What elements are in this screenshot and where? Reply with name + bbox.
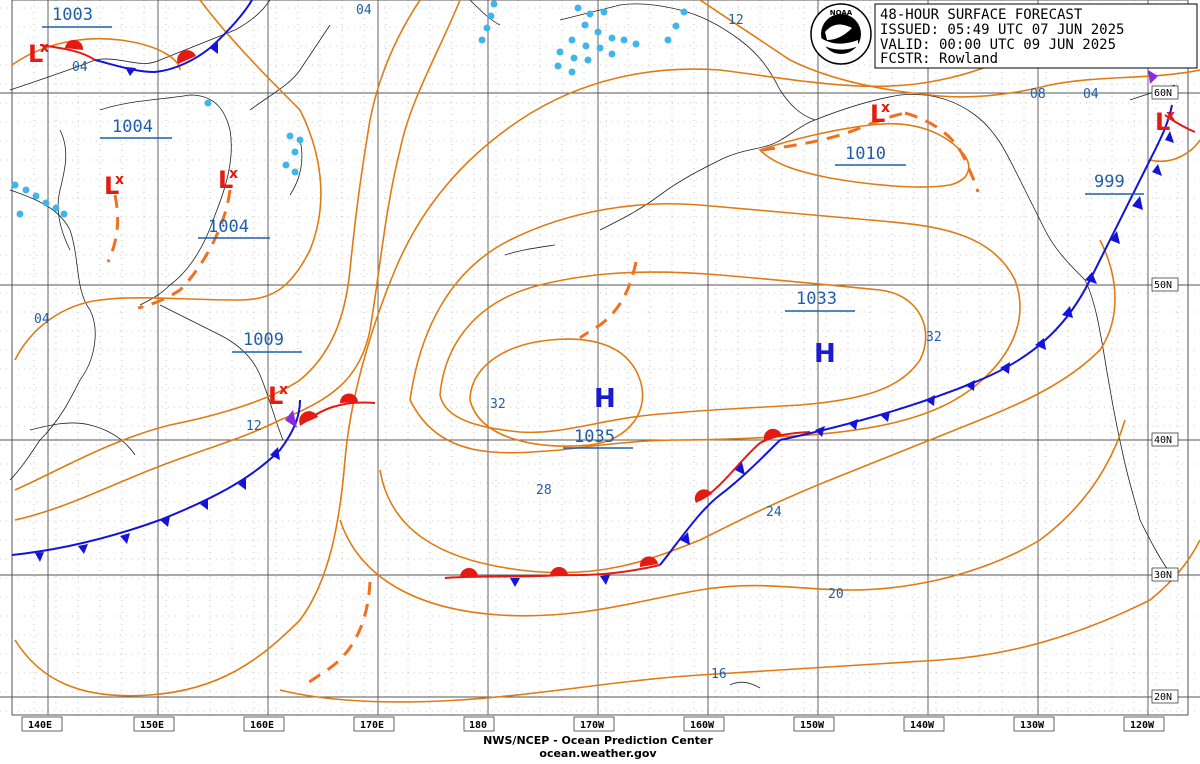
high-symbol: H xyxy=(814,339,836,369)
svg-text:x: x xyxy=(115,172,124,188)
lon-label: 140W xyxy=(910,720,935,731)
svg-text:L: L xyxy=(1155,108,1170,136)
pressure-value-999: 999 xyxy=(1094,172,1125,192)
isobar-label: 32 xyxy=(926,330,942,345)
pressure-value-1004b: 1004 xyxy=(208,217,249,237)
svg-text:x: x xyxy=(229,166,238,182)
forecast-header: 48-HOUR SURFACE FORECAST ISSUED: 05:49 U… xyxy=(874,3,1198,69)
isobar-label: 08 xyxy=(1030,87,1046,102)
isobar-label: 12 xyxy=(246,419,262,434)
pressure-value-1010: 1010 xyxy=(845,144,886,164)
isobar-label: 04 xyxy=(72,60,88,75)
footer-url: ocean.weather.gov xyxy=(539,747,657,760)
lon-label: 180 xyxy=(469,720,487,731)
high-symbol: H xyxy=(594,384,616,414)
high-pressure-symbols: H H xyxy=(594,339,836,414)
isobar-label: 24 xyxy=(766,505,782,520)
low-symbol: Lx xyxy=(28,40,49,68)
low-symbol: Lx xyxy=(870,100,890,128)
svg-text:x: x xyxy=(40,40,49,56)
isobars xyxy=(11,0,1200,703)
troughs xyxy=(106,111,980,686)
lon-label: 160W xyxy=(690,720,715,731)
pressure-value-1003: 1003 xyxy=(52,5,93,25)
low-pressure-symbols: Lx Lx Lx Lx Lx Lx xyxy=(28,40,1175,410)
isobar-label: 12 xyxy=(728,13,744,28)
lon-label: 170E xyxy=(360,720,384,731)
lon-label: 150E xyxy=(140,720,164,731)
pressure-value-1035: 1035 xyxy=(574,427,615,447)
isobar-label: 04 xyxy=(356,3,372,18)
header-title: 48-HOUR SURFACE FORECAST xyxy=(880,7,1083,23)
isobar-labels: 04 04 04 12 12 08 04 32 32 28 24 20 16 xyxy=(34,3,1099,682)
isobar-label: 20 xyxy=(828,587,844,602)
isobar-label: 28 xyxy=(536,483,552,498)
low-symbol: Lx xyxy=(104,172,124,200)
isobar-label: 16 xyxy=(711,667,727,682)
lon-label: 150W xyxy=(800,720,825,731)
cold-front-symbols xyxy=(35,42,1174,587)
low-symbol: Lx xyxy=(1155,108,1175,136)
coastlines xyxy=(9,0,1176,689)
footer: NWS/NCEP - Ocean Prediction Center ocean… xyxy=(483,734,713,760)
header-forecaster: FCSTR: Rowland xyxy=(880,51,998,67)
noaa-logo: NOAA xyxy=(810,3,872,65)
svg-text:L: L xyxy=(28,40,43,68)
lat-label-30n: 30N xyxy=(1154,570,1172,581)
pressure-value-1033: 1033 xyxy=(796,289,837,309)
svg-text:L: L xyxy=(870,100,885,128)
svg-text:L: L xyxy=(268,382,283,410)
lat-label-50n: 50N xyxy=(1154,280,1172,291)
lon-label: 160E xyxy=(250,720,274,731)
lat-label-60n: 60N xyxy=(1154,88,1172,99)
longitude-labels: 140E 150E 160E 170E 180 170W 160W 150W 1… xyxy=(21,716,1165,732)
occluded-front-symbols xyxy=(285,70,1158,428)
svg-text:L: L xyxy=(218,166,233,194)
isobar-label: 32 xyxy=(490,397,506,412)
header-issued: ISSUED: 05:49 UTC 07 JUN 2025 xyxy=(880,22,1124,38)
isobar-label: 04 xyxy=(34,312,50,327)
svg-text:x: x xyxy=(881,100,890,116)
lon-label: 140E xyxy=(28,720,52,731)
pressure-values: 1003 1004 1004 1009 1035 1033 1010 999 xyxy=(42,5,1144,449)
svg-text:L: L xyxy=(104,172,119,200)
lat-lon-grid xyxy=(0,0,1200,716)
lon-label: 120W xyxy=(1130,720,1155,731)
lon-label: 130W xyxy=(1020,720,1045,731)
footer-org: NWS/NCEP - Ocean Prediction Center xyxy=(483,734,713,747)
low-symbol: Lx xyxy=(218,166,238,194)
svg-text:x: x xyxy=(1166,108,1175,124)
lat-label-40n: 40N xyxy=(1154,435,1172,446)
noaa-logo-text: NOAA xyxy=(830,9,853,17)
lat-label-20n: 20N xyxy=(1154,692,1172,703)
pressure-value-1009: 1009 xyxy=(243,330,284,350)
sea-ice-edge xyxy=(11,0,688,218)
lon-label: 170W xyxy=(580,720,605,731)
low-symbol: Lx xyxy=(268,382,288,410)
header-valid: VALID: 00:00 UTC 09 JUN 2025 xyxy=(880,37,1116,53)
svg-text:x: x xyxy=(279,382,288,398)
latitude-labels: 60N 50N 40N 30N 20N xyxy=(1151,85,1179,704)
isobar-label: 04 xyxy=(1083,87,1099,102)
pressure-value-1004: 1004 xyxy=(112,117,153,137)
warm-front-symbols xyxy=(65,39,782,577)
